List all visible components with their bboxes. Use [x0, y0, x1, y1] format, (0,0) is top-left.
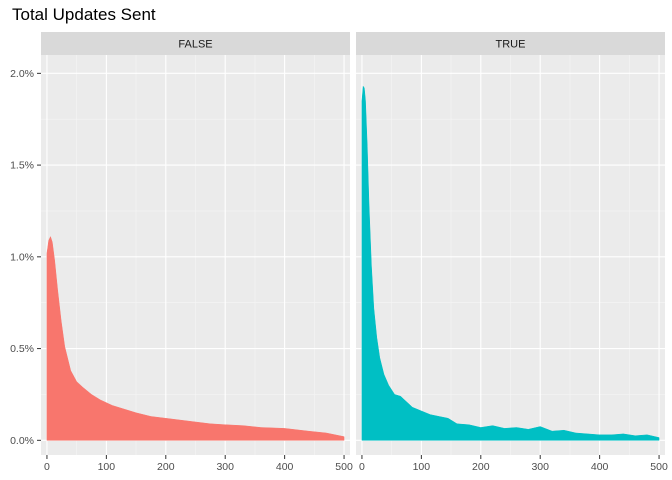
facet-panel-true: TRUE 0 100 200 300 400 500: [356, 32, 668, 473]
chart-title: Total Updates Sent: [12, 5, 156, 24]
y-tick-label: 0.5%: [10, 343, 34, 355]
facet-strip: [356, 32, 665, 55]
x-tick-label: 200: [472, 461, 490, 473]
y-tick-label: 2.0%: [10, 68, 34, 80]
x-tick-label: 200: [157, 461, 175, 473]
density-area-false: [46, 235, 345, 441]
x-tick-label: 0: [359, 461, 365, 473]
x-tick-label: 500: [650, 461, 668, 473]
facet-strip-label: TRUE: [496, 39, 526, 51]
x-tick-label: 300: [531, 461, 549, 473]
facet-panel-false: FALSE 0 100 200 300 400 500: [41, 32, 353, 473]
x-tick-label: 400: [276, 461, 294, 473]
x-tick-label: 400: [591, 461, 609, 473]
x-tick-label: 100: [413, 461, 431, 473]
density-area-true: [361, 85, 660, 441]
x-tick-label: 100: [98, 461, 116, 473]
x-tick-label: 500: [335, 461, 353, 473]
facet-strip: [41, 32, 350, 55]
y-tick-label: 1.0%: [10, 251, 34, 263]
facet-panels: 0.0% 0.5% 1.0% 1.5% 2.0% FALSE 0 100 200 300 400 50…: [10, 32, 668, 473]
x-tick-label: 0: [44, 461, 50, 473]
y-tick-label: 1.5%: [10, 160, 34, 172]
x-tick-label: 300: [216, 461, 234, 473]
facet-strip-label: FALSE: [178, 39, 212, 51]
y-tick-label: 0.0%: [10, 435, 34, 447]
